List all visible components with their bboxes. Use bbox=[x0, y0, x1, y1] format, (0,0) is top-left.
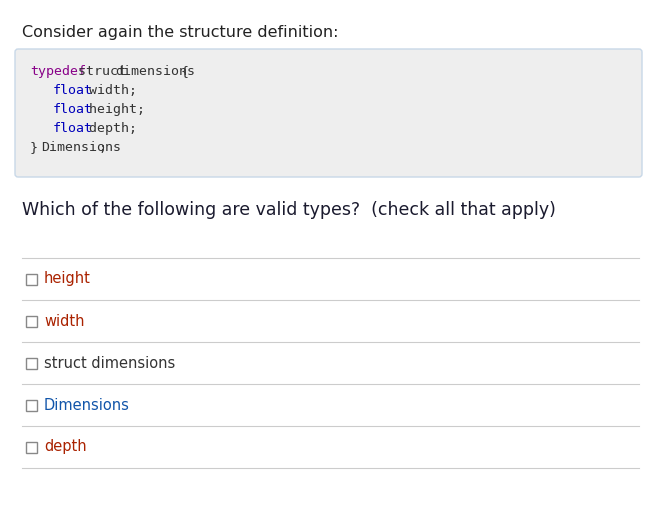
Text: depth: depth bbox=[44, 439, 87, 455]
Text: ;: ; bbox=[98, 141, 106, 154]
Text: Consider again the structure definition:: Consider again the structure definition: bbox=[22, 24, 338, 40]
Bar bbox=[26, 357, 37, 369]
Text: height;: height; bbox=[81, 103, 145, 116]
Text: float: float bbox=[53, 122, 93, 135]
Text: Which of the following are valid types?  (check all that apply): Which of the following are valid types? … bbox=[22, 201, 556, 219]
Text: height: height bbox=[44, 271, 91, 287]
Text: }: } bbox=[30, 141, 46, 154]
Text: {: { bbox=[173, 65, 189, 78]
Text: depth;: depth; bbox=[81, 122, 137, 135]
Text: struct: struct bbox=[70, 65, 134, 78]
Text: struct dimensions: struct dimensions bbox=[44, 355, 175, 371]
Text: Dimensions: Dimensions bbox=[42, 141, 122, 154]
Bar bbox=[26, 441, 37, 453]
FancyBboxPatch shape bbox=[15, 49, 642, 177]
Text: typedef: typedef bbox=[30, 65, 86, 78]
Text: float: float bbox=[53, 84, 93, 97]
Text: dimensions: dimensions bbox=[116, 65, 196, 78]
Text: width;: width; bbox=[81, 84, 137, 97]
Bar bbox=[26, 273, 37, 285]
Text: width: width bbox=[44, 314, 85, 328]
Bar bbox=[26, 400, 37, 410]
Text: Dimensions: Dimensions bbox=[44, 398, 130, 412]
Bar bbox=[26, 316, 37, 326]
Text: float: float bbox=[53, 103, 93, 116]
